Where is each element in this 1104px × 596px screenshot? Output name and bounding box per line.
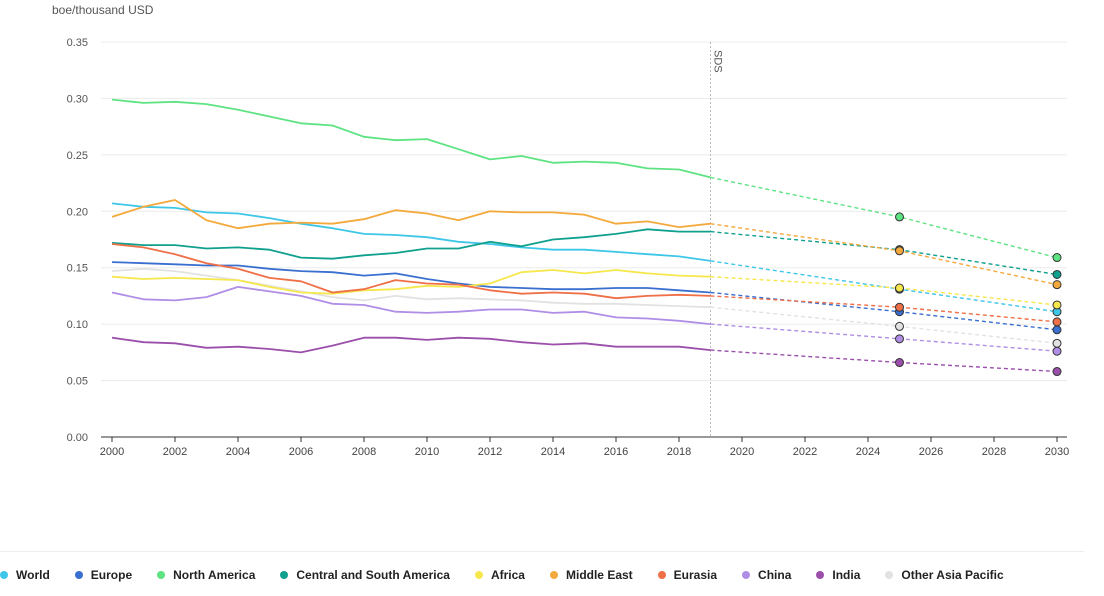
legend-swatch: [74, 571, 83, 579]
x-tick-label: 2008: [352, 446, 376, 458]
projection-point-china: [1052, 346, 1062, 356]
projection-point-india: [895, 358, 904, 368]
x-tick-label: 2002: [163, 446, 187, 458]
y-tick-label: 0.10: [67, 319, 88, 331]
x-tick-label: 2030: [1045, 446, 1069, 458]
x-tick-label: 2026: [919, 446, 943, 458]
x-tick-label: 2016: [604, 446, 628, 458]
series-line-north-america: [111, 98, 711, 179]
y-tick-label: 0.25: [67, 150, 88, 162]
projection-point-central-and-south-america: [1052, 269, 1062, 279]
legend-swatch: [0, 571, 8, 579]
legend-label: Other Asia Pacific: [901, 568, 1004, 582]
x-tick-label: 2014: [541, 446, 565, 458]
projection-line-middle-east: [710, 223, 1058, 286]
x-tick-label: 2000: [100, 446, 124, 458]
legend-item-india[interactable]: India: [816, 568, 860, 582]
y-tick-label: 0.30: [67, 93, 88, 105]
legend-item-eurasia[interactable]: Eurasia: [657, 568, 718, 582]
series-line-middle-east: [111, 199, 711, 230]
series-line-world: [111, 202, 711, 262]
legend-swatch: [157, 571, 166, 579]
legend-item-africa[interactable]: Africa: [474, 568, 525, 582]
sds-annotation-label: SDS: [712, 50, 724, 73]
legend-label: Africa: [490, 568, 525, 582]
legend-swatch: [885, 571, 894, 579]
projection-point-other-asia-pacific: [895, 321, 904, 331]
projection-point-eurasia: [895, 302, 904, 312]
legend-item-world[interactable]: World: [0, 568, 50, 582]
x-tick-label: 2004: [226, 446, 250, 458]
series-line-africa: [111, 269, 711, 295]
y-tick-label: 0.20: [67, 206, 88, 218]
legend-item-middle-east[interactable]: Middle East: [549, 568, 633, 582]
projection-line-africa: [710, 276, 1058, 306]
legend-swatch: [280, 571, 289, 579]
legend-item-north-america[interactable]: North America: [157, 568, 255, 582]
legend-label: Eurasia: [673, 568, 718, 582]
series-line-india: [111, 336, 711, 354]
legend-label: North America: [173, 568, 256, 582]
y-tick-label: 0.35: [67, 37, 88, 49]
legend-label: Europe: [90, 568, 133, 582]
projection-point-middle-east: [895, 246, 904, 256]
legend-item-central-and-south-america[interactable]: Central and South America: [280, 568, 450, 582]
projection-point-north-america: [895, 212, 904, 222]
projection-point-africa: [1052, 300, 1062, 310]
projection-point-europe: [1052, 325, 1062, 335]
projection-point-eurasia: [1052, 317, 1062, 327]
legend-swatch: [657, 571, 666, 579]
legend-swatch: [816, 571, 825, 579]
series-line-other-asia-pacific: [111, 267, 711, 309]
x-tick-label: 2022: [793, 446, 817, 458]
x-tick-label: 2020: [730, 446, 754, 458]
x-tick-label: 2006: [289, 446, 313, 458]
x-tick-label: 2018: [667, 446, 691, 458]
projection-point-other-asia-pacific: [1052, 338, 1062, 348]
x-tick-label: 2028: [982, 446, 1006, 458]
y-tick-label: 0.00: [67, 432, 88, 444]
series-line-china: [111, 285, 711, 325]
line-chart: 0.00 0.05 0.10 0.15 0.20 0.25 0.30 0.35 2000 2002…: [67, 37, 1070, 458]
legend-item-china[interactable]: China: [742, 568, 791, 582]
legend-label: India: [832, 568, 861, 582]
series-line-eurasia: [111, 243, 711, 300]
legend-label: China: [758, 568, 792, 582]
projection-point-africa: [895, 283, 904, 293]
projection-point-middle-east: [1052, 280, 1062, 290]
x-tick-label: 2012: [478, 446, 502, 458]
series-line-europe: [111, 261, 711, 294]
legend-label: Central and South America: [296, 568, 450, 582]
legend-swatch: [549, 571, 558, 579]
legend-label: World: [16, 568, 50, 582]
legend-label: Middle East: [565, 568, 633, 582]
x-tick-label: 2010: [415, 446, 439, 458]
legend: World Europe North America Central and Sout…: [0, 566, 1029, 584]
projection-line-world: [710, 260, 1058, 313]
projection-point-north-america: [1052, 253, 1062, 263]
legend-swatch: [474, 571, 483, 579]
legend-item-other-asia-pacific[interactable]: Other Asia Pacific: [885, 568, 1004, 582]
legend-divider: [0, 551, 1084, 552]
projection-line-india: [710, 349, 1058, 373]
legend-item-europe[interactable]: Europe: [74, 568, 133, 582]
projection-point-china: [895, 334, 904, 344]
series-line-central-and-south-america: [111, 228, 711, 260]
x-tick-label: 2024: [856, 446, 880, 458]
projection-line-other-asia-pacific: [710, 306, 1058, 344]
y-axis-unit-label: boe/thousand USD: [52, 3, 154, 17]
projection-line-north-america: [710, 176, 1058, 259]
legend-swatch: [742, 571, 751, 579]
y-tick-label: 0.15: [67, 263, 88, 275]
projection-point-india: [1052, 367, 1062, 377]
y-tick-label: 0.05: [67, 376, 88, 388]
